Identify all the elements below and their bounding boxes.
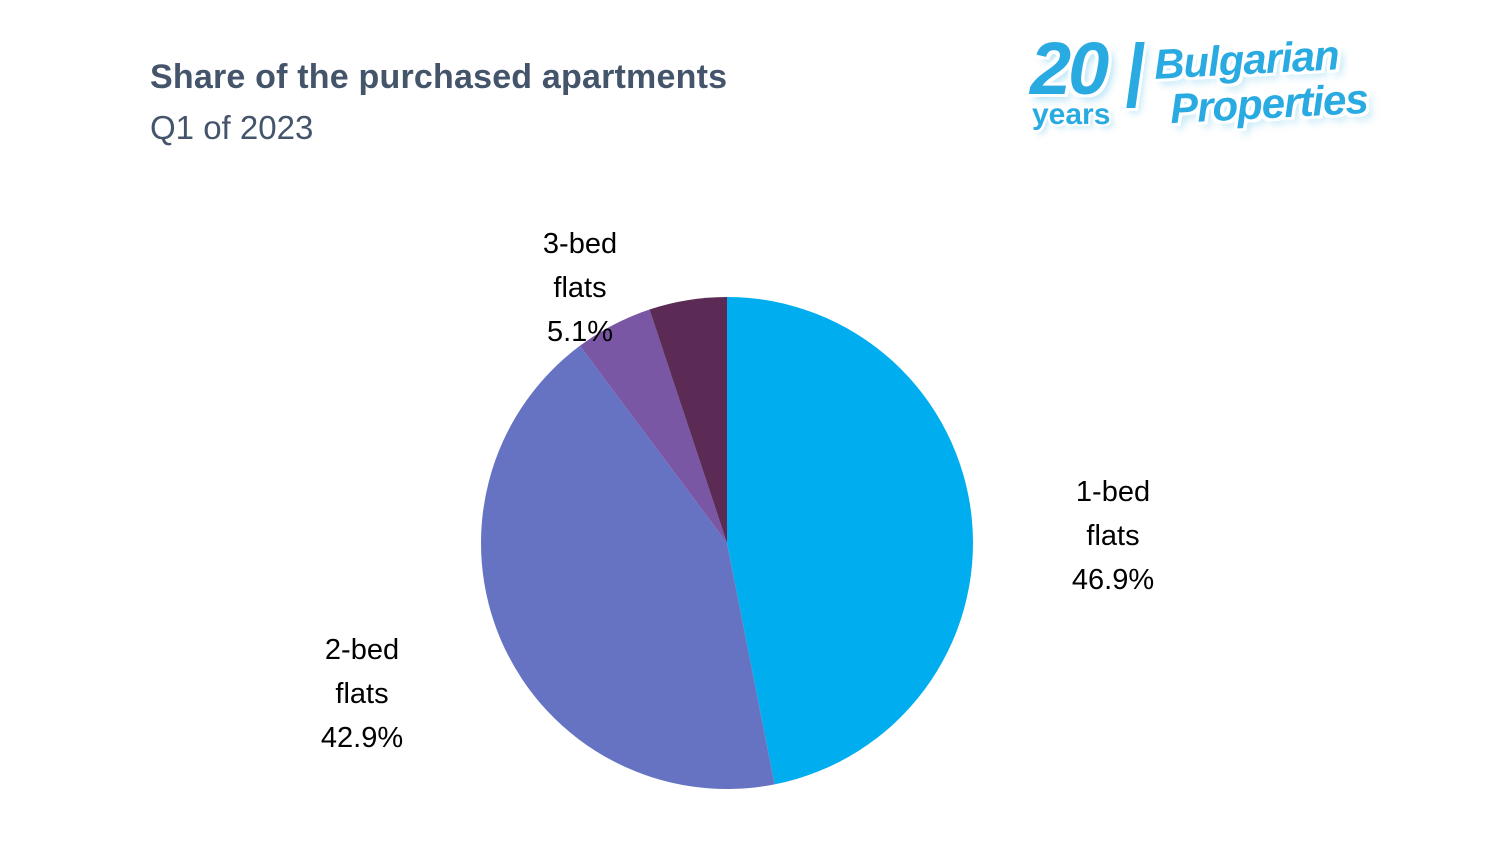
slice-label-2-bed-flats: 2-bed flats 42.9% [272, 628, 452, 760]
slice-label-value: 46.9% [1071, 564, 1155, 596]
pie-slice-unlabeled [649, 297, 727, 543]
slice-label-1-bed-flats: 1-bed flats 46.9% [1023, 470, 1203, 602]
slice-label-line: flats [553, 272, 607, 304]
slice-label-line: 3-bed [542, 228, 618, 260]
header: Share of the purchased apartments Q1 of … [150, 58, 727, 147]
chart-title: Share of the purchased apartments [150, 58, 728, 96]
pie-slice-1-bed-flats [727, 297, 974, 785]
logo-brand-line2: Properties [1168, 74, 1369, 133]
slice-label-line: flats [335, 678, 389, 710]
slice-label-3-bed-flats: 3-bed flats 5.1% [490, 222, 670, 354]
pie-slice-2-bed-flats [480, 345, 775, 790]
logo-20-text: 20 [1030, 27, 1109, 110]
slice-label-value: 42.9% [320, 722, 404, 754]
pie-chart [480, 296, 974, 790]
pie-slice-3-bed-flats [579, 309, 727, 543]
slice-label-line: 2-bed [324, 634, 400, 666]
slice-label-line: flats [1086, 520, 1140, 552]
chart-subtitle: Q1 of 2023 [150, 109, 314, 146]
logo-years-text: years [1032, 98, 1111, 131]
bulgarian-properties-logo: 20 years Bulgarian Properties [1030, 27, 1400, 150]
pie-chart-svg [480, 297, 974, 790]
logo-slash-divider [1126, 42, 1145, 108]
slice-label-value: 5.1% [546, 316, 614, 348]
slice-label-line: 1-bed [1075, 476, 1151, 508]
